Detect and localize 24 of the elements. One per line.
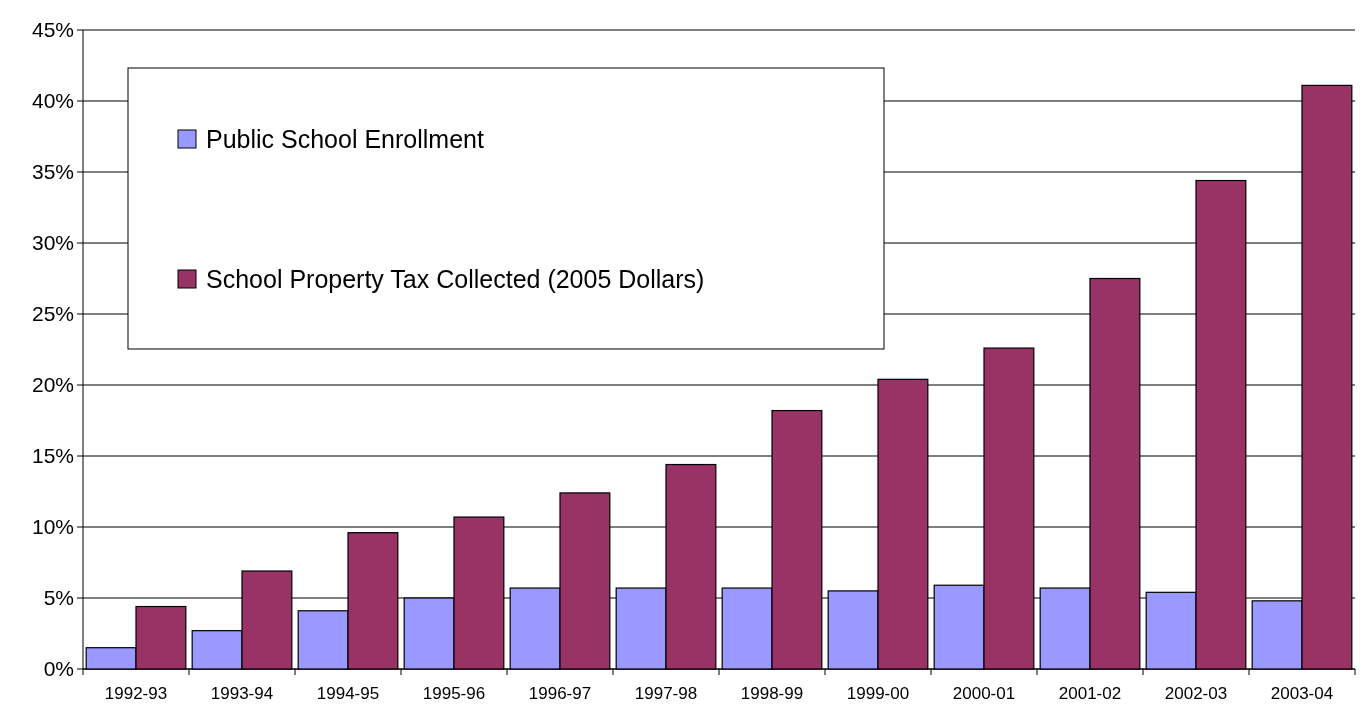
y-tick-label: 0% <box>43 657 74 681</box>
y-tick-label: 45% <box>31 18 74 42</box>
x-tick-label: 2001-02 <box>1058 684 1122 703</box>
x-tick-label: 1992-93 <box>104 684 168 703</box>
x-tick-label: 2003-04 <box>1270 684 1334 703</box>
y-tick-label: 25% <box>31 302 74 326</box>
legend-label: Public School Enrollment <box>206 124 484 153</box>
y-tick-label: 20% <box>31 373 74 397</box>
x-tick-label: 2000-01 <box>952 684 1016 703</box>
x-tick-label: 1997-98 <box>634 684 698 703</box>
x-tick-label: 1994-95 <box>316 684 380 703</box>
y-tick-label: 40% <box>31 89 74 113</box>
x-tick-label: 1998-99 <box>740 684 804 703</box>
x-tick-label: 1995-96 <box>422 684 486 703</box>
legend-label: School Property Tax Collected (2005 Dollars) <box>206 264 705 293</box>
y-tick-label: 35% <box>31 160 74 184</box>
y-tick-label: 30% <box>31 231 74 255</box>
y-tick-label: 15% <box>31 444 74 468</box>
x-tick-label: 1996-97 <box>528 684 592 703</box>
x-tick-label: 1999-00 <box>846 684 910 703</box>
x-tick-label: 1993-94 <box>210 684 274 703</box>
y-tick-label: 10% <box>31 515 74 539</box>
x-tick-label: 2002-03 <box>1164 684 1228 703</box>
y-tick-label: 5% <box>43 586 74 610</box>
